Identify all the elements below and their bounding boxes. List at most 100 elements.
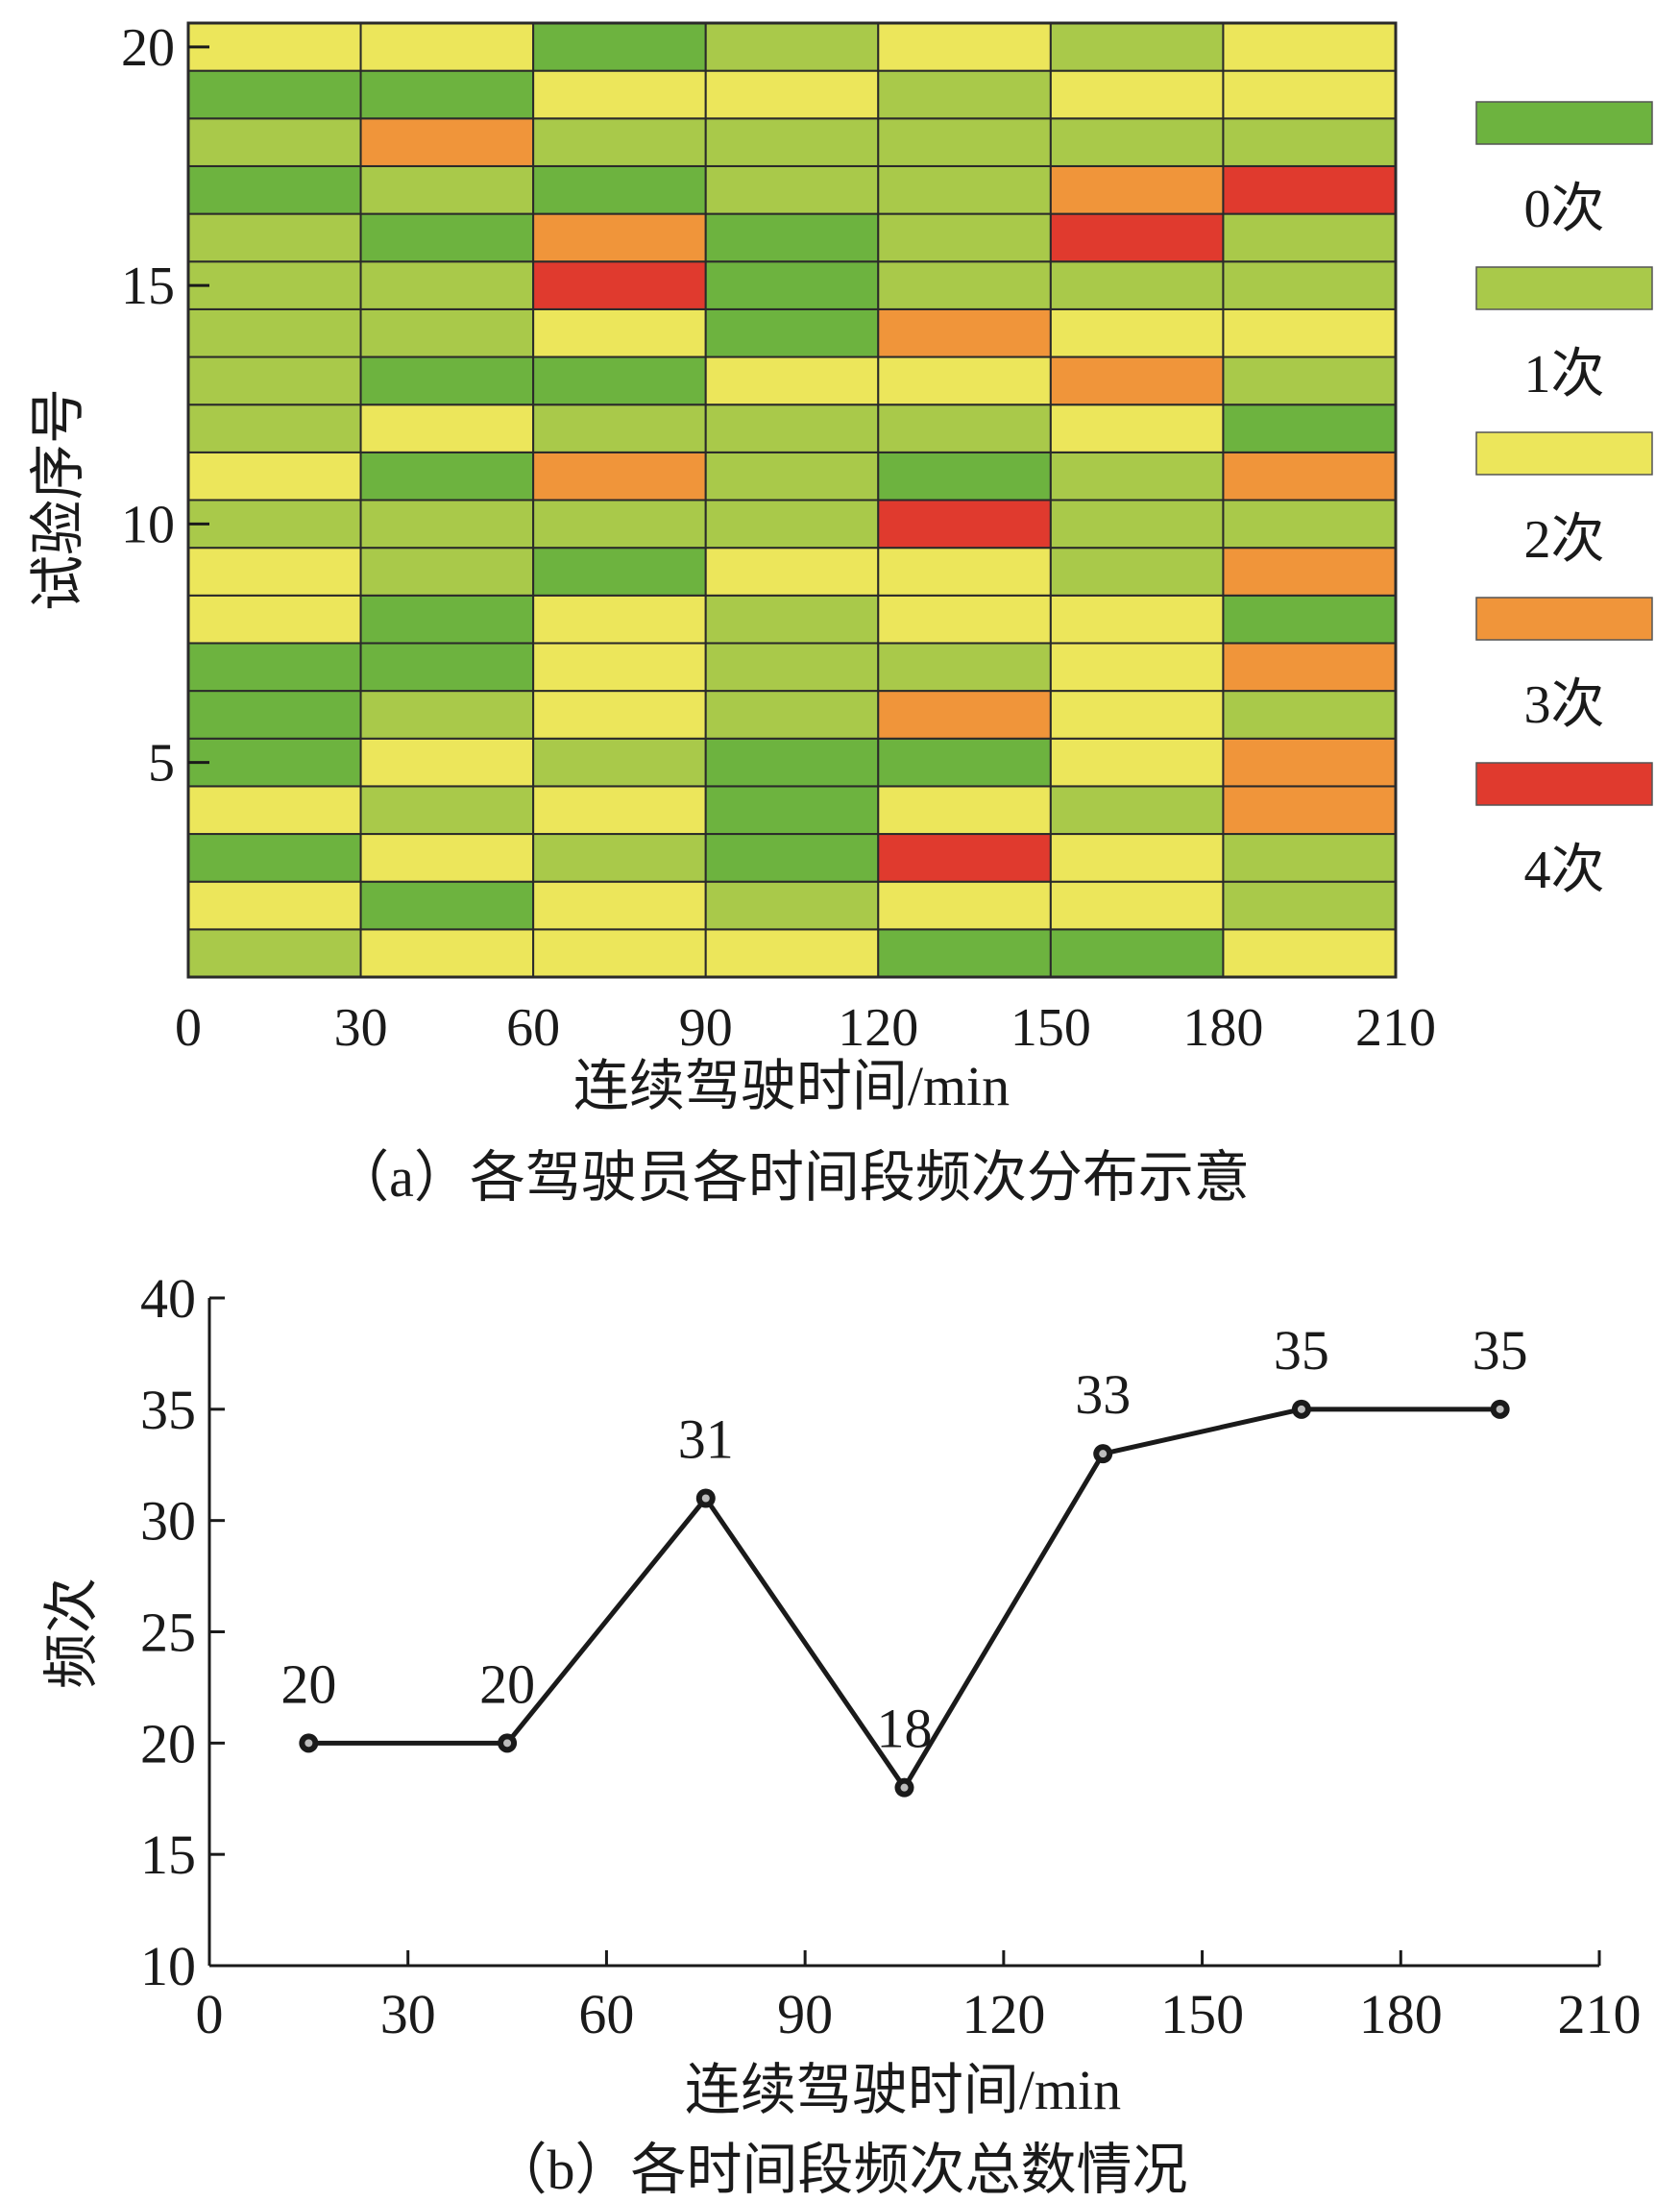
heatmap-cell [1049, 69, 1225, 120]
heatmap-legend: 0次 1次 2次 3次 4次 [1475, 101, 1653, 900]
heatmap-cell [877, 117, 1052, 167]
heatmap-cell [532, 307, 707, 358]
heatmap-y-tick-label: 5 [148, 734, 175, 794]
heatmap-cell [187, 22, 362, 72]
heatmap-cell [1222, 355, 1398, 406]
heatmap-cell [532, 833, 707, 883]
heatmap-cell [187, 642, 362, 693]
data-label: 33 [1075, 1363, 1131, 1426]
heatmap-cell [704, 260, 880, 310]
heatmap-cell [704, 833, 880, 883]
heatmap-cell [532, 928, 707, 978]
heatmap-cell [704, 69, 880, 120]
heatmap-y-tick-label: 20 [121, 18, 175, 78]
heatmap-cell [1049, 260, 1225, 310]
heatmap-cell [1222, 928, 1398, 978]
heatmap-y-axis-label: 试验序号 [27, 388, 89, 611]
heatmap-x-ticks: 0 30 60 90 120 150 180 210 [175, 998, 1436, 1058]
heatmap-cell [704, 117, 880, 167]
heatmap-cell [187, 117, 362, 167]
heatmap-cell [704, 499, 880, 550]
heatmap-cell [877, 690, 1052, 740]
heatmap-caption: （a）各驾驶员各时间段频次分布示意 [333, 1146, 1250, 1209]
heatmap-cell [1222, 690, 1398, 740]
heatmap-cell [704, 642, 880, 693]
legend-swatch [1475, 431, 1653, 476]
heatmap-cell [1049, 22, 1225, 72]
heatmap-cell [359, 690, 535, 740]
line-x-tick-label: 210 [1558, 1983, 1642, 2045]
heatmap-cell [359, 164, 535, 215]
heatmap-cell [1049, 928, 1225, 978]
heatmap-cell [1222, 785, 1398, 836]
heatmap-cell [532, 69, 707, 120]
heatmap-cell [359, 355, 535, 406]
heatmap-cell [532, 117, 707, 167]
legend-label: 2次 [1524, 510, 1605, 570]
heatmap-cell [704, 737, 880, 788]
line-y-tick-label: 35 [140, 1379, 196, 1441]
heatmap-cell [1049, 547, 1225, 597]
heatmap-cell [704, 451, 880, 502]
heatmap-x-tick-label: 120 [838, 998, 918, 1058]
data-label: 20 [479, 1652, 535, 1715]
heatmap-cell [359, 547, 535, 597]
line-y-tick-label: 15 [140, 1823, 196, 1886]
heatmap-cell [877, 594, 1052, 645]
line-x-tick-label: 120 [962, 1983, 1045, 2045]
line-x-tick-label: 0 [196, 1983, 224, 2045]
legend-swatch [1475, 266, 1653, 310]
heatmap-x-tick-label: 30 [334, 998, 388, 1058]
heatmap-cell [877, 499, 1052, 550]
heatmap-cell [1222, 594, 1398, 645]
data-label: 20 [280, 1652, 336, 1715]
heatmap-x-axis-label: 连续驾驶时间/min [573, 1055, 1010, 1117]
heatmap-y-ticks: 5 10 15 20 [121, 18, 209, 794]
heatmap-cell [1049, 642, 1225, 693]
heatmap-cell [532, 785, 707, 836]
line-x-ticks: 0 30 60 90 120 150 180 210 [196, 1950, 1642, 2045]
heatmap-x-tick-label: 0 [175, 998, 202, 1058]
heatmap-cell [359, 69, 535, 120]
heatmap-cell [187, 212, 362, 263]
heatmap-cell [532, 451, 707, 502]
heatmap-cell [704, 355, 880, 406]
line-series: 20 20 31 18 33 35 35 [280, 1319, 1528, 1798]
heatmap-cell [1222, 451, 1398, 502]
heatmap-cell [877, 833, 1052, 883]
heatmap-cell [1222, 499, 1398, 550]
legend-label: 3次 [1524, 675, 1605, 735]
heatmap-cell [187, 880, 362, 931]
line-y-tick-label: 20 [140, 1712, 196, 1774]
heatmap-cells [187, 22, 1398, 978]
heatmap-cell [187, 547, 362, 597]
heatmap-cell [704, 307, 880, 358]
heatmap-cell [877, 404, 1052, 453]
heatmap-cell [1049, 833, 1225, 883]
heatmap-cell [877, 69, 1052, 120]
heatmap-cell [187, 785, 362, 836]
heatmap-cell [187, 690, 362, 740]
line-x-tick-label: 90 [777, 1983, 833, 2045]
heatmap-y-tick-label: 15 [121, 257, 175, 316]
line-y-axis-label: 频次 [40, 1578, 103, 1689]
line-y-tick-label: 10 [140, 1935, 196, 1997]
heatmap-cell [1049, 164, 1225, 215]
line-y-tick-label: 40 [140, 1267, 196, 1330]
heatmap-cell [877, 880, 1052, 931]
heatmap-cell [704, 547, 880, 597]
heatmap-cell [359, 737, 535, 788]
heatmap-cell [704, 880, 880, 931]
heatmap-panel: 5 10 15 20 0 30 60 90 120 150 180 210 连续驾驶时间/min 试… [27, 18, 1653, 1209]
line-x-tick-label: 180 [1359, 1983, 1443, 2045]
heatmap-cell [1222, 880, 1398, 931]
heatmap-cell [532, 212, 707, 263]
data-point-center [900, 1783, 909, 1792]
heatmap-cell [877, 212, 1052, 263]
heatmap-cell [532, 594, 707, 645]
heatmap-cell [359, 928, 535, 978]
heatmap-cell [704, 690, 880, 740]
heatmap-cell [704, 928, 880, 978]
heatmap-cell [532, 404, 707, 453]
data-point-center [1496, 1405, 1504, 1413]
